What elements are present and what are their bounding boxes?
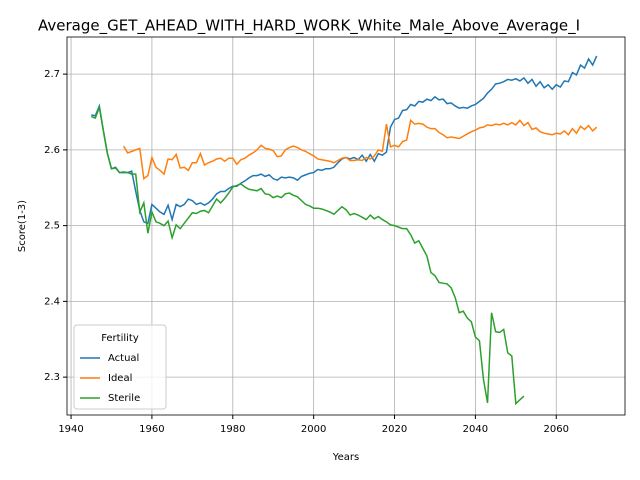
- chart-title: Average_GET_AHEAD_WITH_HARD_WORK_White_M…: [38, 17, 580, 36]
- y-tick-label: 2.7: [44, 69, 60, 80]
- legend-box: [73, 324, 167, 410]
- x-tick-label: 1960: [139, 424, 164, 435]
- x-tick-label: 1980: [220, 424, 245, 435]
- x-tick-label: 2000: [301, 424, 326, 435]
- x-axis-label: Years: [332, 452, 359, 463]
- plot-frame: [66, 36, 626, 416]
- line-series: [91, 55, 598, 225]
- line-series: [122, 118, 598, 181]
- y-tick-label: 2.6: [44, 145, 60, 156]
- legend-label: Actual: [108, 353, 139, 364]
- y-tick-label: 2.4: [44, 296, 60, 307]
- x-tick-label: 2040: [463, 424, 488, 435]
- legend-label: Ideal: [108, 373, 132, 384]
- x-tick-label: 2060: [544, 424, 569, 435]
- legend-label: Sterile: [108, 393, 140, 404]
- line-series: [90, 104, 525, 406]
- x-tick-label: 2020: [382, 424, 407, 435]
- legend-title: Fertility: [101, 333, 139, 344]
- y-tick-label: 2.3: [44, 372, 60, 383]
- y-axis-label: Score(1-3): [17, 200, 28, 252]
- y-tick-label: 2.5: [44, 221, 60, 232]
- x-tick-label: 1940: [58, 424, 83, 435]
